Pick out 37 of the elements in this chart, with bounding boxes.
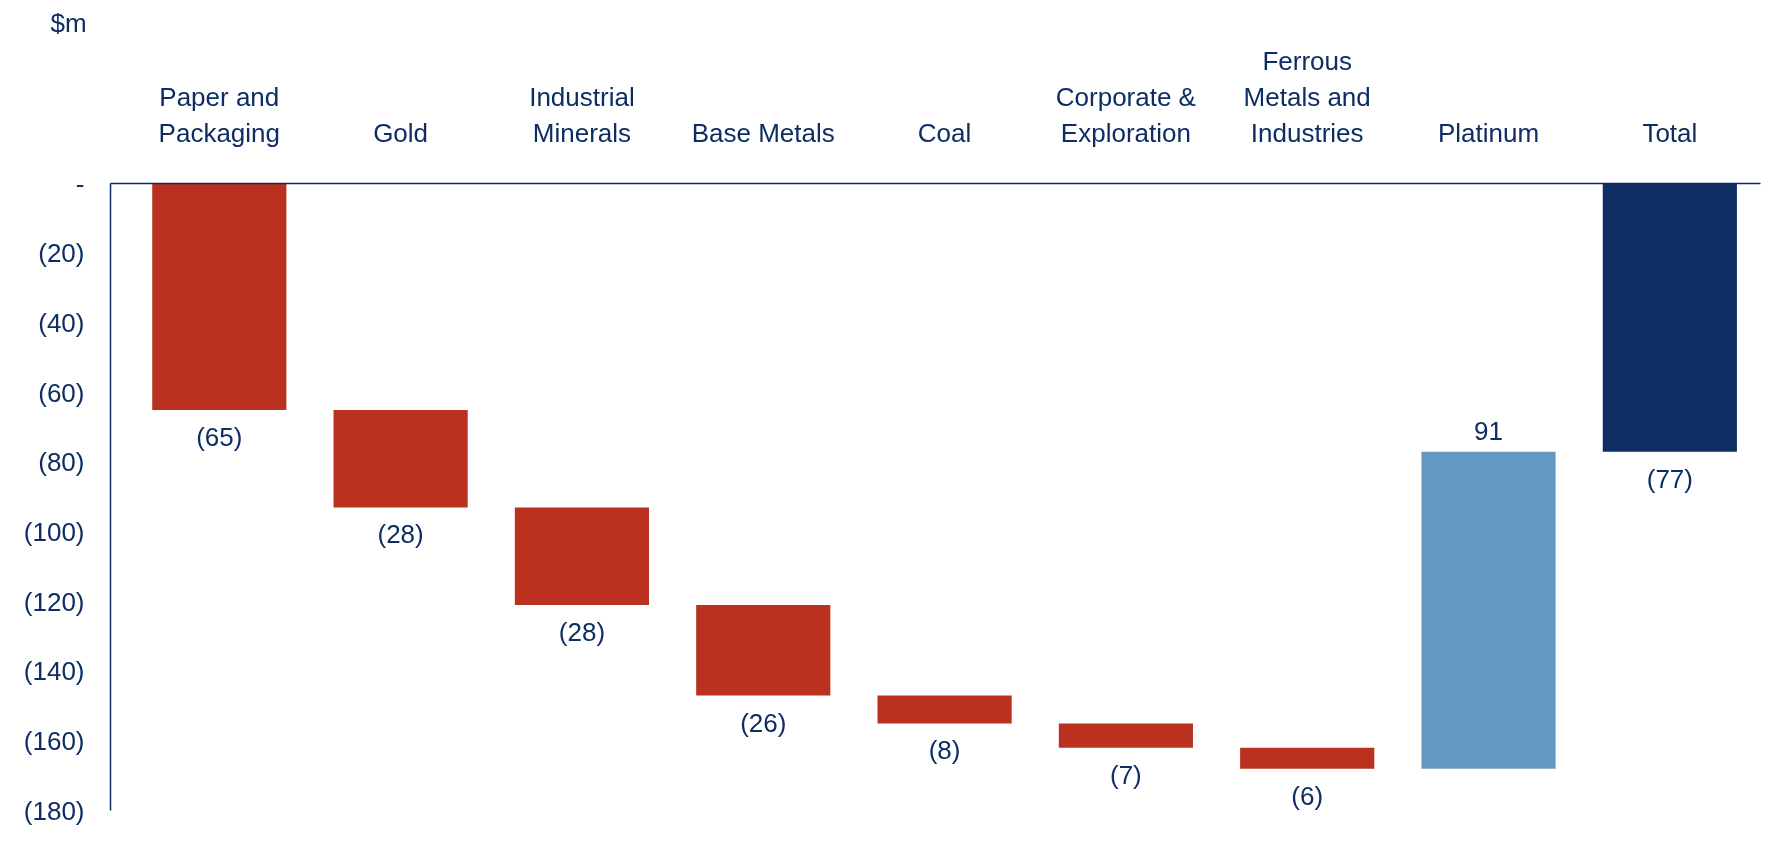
x-tick-label: Gold bbox=[373, 117, 429, 148]
y-tick-label: (40) bbox=[38, 307, 85, 338]
bar bbox=[1240, 747, 1375, 769]
y-tick-label: - bbox=[75, 168, 85, 199]
x-tick-label: Base Metals bbox=[691, 117, 835, 148]
x-tick-label: Total bbox=[1642, 117, 1698, 148]
data-label: (8) bbox=[928, 735, 961, 766]
data-label: (26) bbox=[740, 707, 787, 738]
bar bbox=[1058, 723, 1193, 748]
y-tick-label: (20) bbox=[38, 238, 85, 269]
y-tick-label: (100) bbox=[23, 516, 85, 547]
y-tick-label: (60) bbox=[38, 377, 85, 408]
data-label: (7) bbox=[1110, 759, 1142, 790]
bar bbox=[696, 604, 831, 696]
x-tick-label: Coal bbox=[917, 117, 972, 148]
data-label: (65) bbox=[196, 421, 243, 452]
x-tick-label: Ferrous Metals and Industries bbox=[1243, 45, 1371, 148]
bar bbox=[877, 695, 1012, 724]
bar bbox=[333, 409, 468, 508]
data-label: (28) bbox=[377, 519, 424, 550]
y-tick-label: (180) bbox=[23, 795, 85, 826]
y-tick-label: (80) bbox=[38, 447, 85, 478]
data-label: (28) bbox=[558, 616, 606, 647]
bar bbox=[152, 183, 287, 410]
data-label: 91 bbox=[1474, 415, 1503, 446]
x-tick-label: Platinum bbox=[1437, 117, 1540, 148]
x-tick-label: Industrial Minerals bbox=[529, 81, 635, 148]
bar bbox=[1421, 451, 1556, 769]
y-axis-title: $m bbox=[50, 7, 87, 38]
x-tick-label: Corporate & Exploration bbox=[1055, 81, 1196, 148]
data-label: (77) bbox=[1646, 463, 1693, 494]
data-label: (6) bbox=[1291, 780, 1324, 811]
y-tick-label: (120) bbox=[23, 586, 85, 617]
bar bbox=[514, 507, 650, 605]
x-tick-label: Paper and Packaging bbox=[158, 81, 280, 148]
y-tick-label: (160) bbox=[23, 725, 85, 756]
y-tick-label: (140) bbox=[23, 656, 85, 687]
